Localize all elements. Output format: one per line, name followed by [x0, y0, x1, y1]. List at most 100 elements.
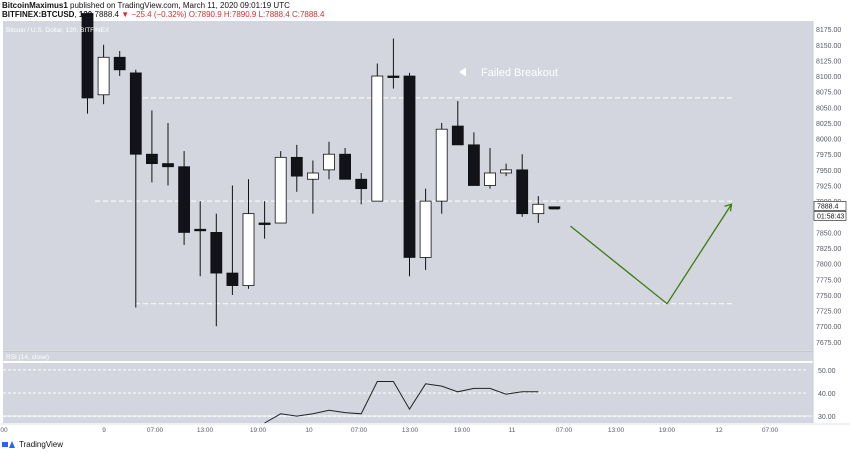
last-price-label: 7888.4	[817, 203, 839, 210]
candle-body	[226, 272, 239, 286]
footer-brand: TradingView	[2, 440, 63, 449]
price-tick-label: 7800.00	[816, 262, 841, 269]
tradingview-logo-icon	[2, 440, 16, 449]
symbol-label: BITFINEX:BTCUSD	[2, 10, 75, 19]
candle	[129, 69, 142, 308]
candle-body	[306, 172, 319, 180]
price-tick-label: 7675.00	[816, 340, 841, 347]
x-tick-label: 19:00	[659, 427, 676, 434]
candle	[290, 144, 303, 192]
candle-body	[258, 222, 271, 225]
candle	[467, 132, 480, 186]
candle-body	[178, 166, 191, 233]
price-tick-label: 7975.00	[816, 152, 841, 159]
footer-brand-text: TradingView	[19, 440, 64, 449]
candle	[419, 188, 432, 270]
price-tick-label: 8150.00	[816, 43, 841, 50]
candle	[145, 110, 158, 183]
price-tick-label: 8100.00	[816, 74, 841, 81]
candle	[387, 38, 400, 89]
candle	[274, 151, 287, 224]
price-tick-label: 8025.00	[816, 121, 841, 128]
candle	[258, 201, 271, 239]
candle	[500, 163, 513, 177]
candle	[323, 141, 335, 180]
candle-body	[129, 72, 142, 155]
candle-body	[355, 178, 368, 190]
x-tick-label: 13:00	[197, 427, 214, 434]
x-tick-label: 19:00	[454, 427, 471, 434]
candle-body	[500, 169, 513, 174]
candle	[242, 179, 255, 289]
x-tick-label: 07:00	[556, 427, 573, 434]
candle-body	[403, 75, 416, 258]
candle	[403, 72, 416, 277]
x-tick-label: 10	[305, 427, 313, 434]
chart-title: Bitcoin / U.S. Dollar, 120, BITFINEX	[6, 27, 110, 34]
candle-body	[339, 153, 352, 180]
published-text: published on TradingView.com, March 11, …	[70, 1, 290, 10]
rsi-title: RSI (14, close)	[6, 354, 49, 361]
candle	[451, 101, 464, 146]
candle-body	[387, 75, 400, 78]
candle-body	[242, 213, 255, 286]
candle	[306, 160, 319, 214]
candle	[194, 201, 207, 277]
x-tick-label: 12	[715, 427, 723, 434]
candle-body	[451, 125, 464, 146]
chart-header-published: BitcoinMaximus1 published on TradingView…	[2, 1, 290, 10]
candle	[355, 172, 368, 205]
candle-body	[145, 153, 158, 165]
x-tick-label: 07:00	[147, 427, 164, 434]
x-tick-label: 07:00	[351, 427, 368, 434]
price-tick-label: 7750.00	[816, 293, 841, 300]
price-tick-label: 8125.00	[816, 58, 841, 65]
price-tick-label: 8175.00	[816, 27, 841, 34]
candle-body	[323, 153, 335, 171]
candle-body	[516, 169, 529, 215]
x-tick-label: 9	[102, 427, 106, 434]
candle	[162, 122, 174, 186]
candle	[178, 151, 191, 245]
down-arrow-icon: ▼	[121, 10, 130, 19]
rsi-line	[264, 381, 539, 424]
price-tick-label: 8050.00	[816, 105, 841, 112]
price-tick-label: 8075.00	[816, 90, 841, 97]
candle-body	[274, 156, 287, 224]
rsi-title-strip	[3, 351, 813, 361]
price-tick-label: 7700.00	[816, 324, 841, 331]
last-price-box	[813, 201, 847, 211]
candle	[113, 51, 126, 77]
candle-body	[484, 172, 496, 186]
x-tick-label: 00	[0, 427, 8, 434]
candle	[339, 147, 352, 180]
candle-body	[419, 200, 432, 258]
candle-body	[194, 228, 207, 232]
candle-body	[97, 56, 110, 96]
candle	[210, 213, 223, 327]
candle-body	[532, 203, 545, 215]
countdown-box	[813, 211, 847, 221]
candle	[435, 122, 448, 214]
annotation-arrow-icon	[459, 67, 466, 77]
price-tick-label: 7725.00	[816, 309, 841, 316]
rsi-tick-label: 30.00	[818, 414, 836, 421]
candle-body	[290, 156, 303, 177]
price-tick-label: 7825.00	[816, 246, 841, 253]
price-tick-label: 8000.00	[816, 137, 841, 144]
projection-path	[570, 203, 733, 305]
candle-body	[113, 56, 126, 71]
price-tick-label: 7850.00	[816, 230, 841, 237]
x-tick-label: 07:00	[762, 427, 779, 434]
ohlc-text: O:7890.9 H:7890.9 L:7888.4 C:7888.4	[188, 10, 325, 19]
candle	[97, 44, 110, 105]
candle	[226, 185, 239, 295]
author-name: BitcoinMaximus1	[2, 1, 68, 10]
last-price-text: 7888.4	[94, 10, 119, 19]
x-tick-label: 13:00	[402, 427, 419, 434]
x-tick-label: 19:00	[250, 427, 267, 434]
rsi-tick-label: 50.00	[818, 368, 836, 375]
x-tick-label: 11	[509, 427, 516, 434]
candle	[532, 196, 545, 224]
